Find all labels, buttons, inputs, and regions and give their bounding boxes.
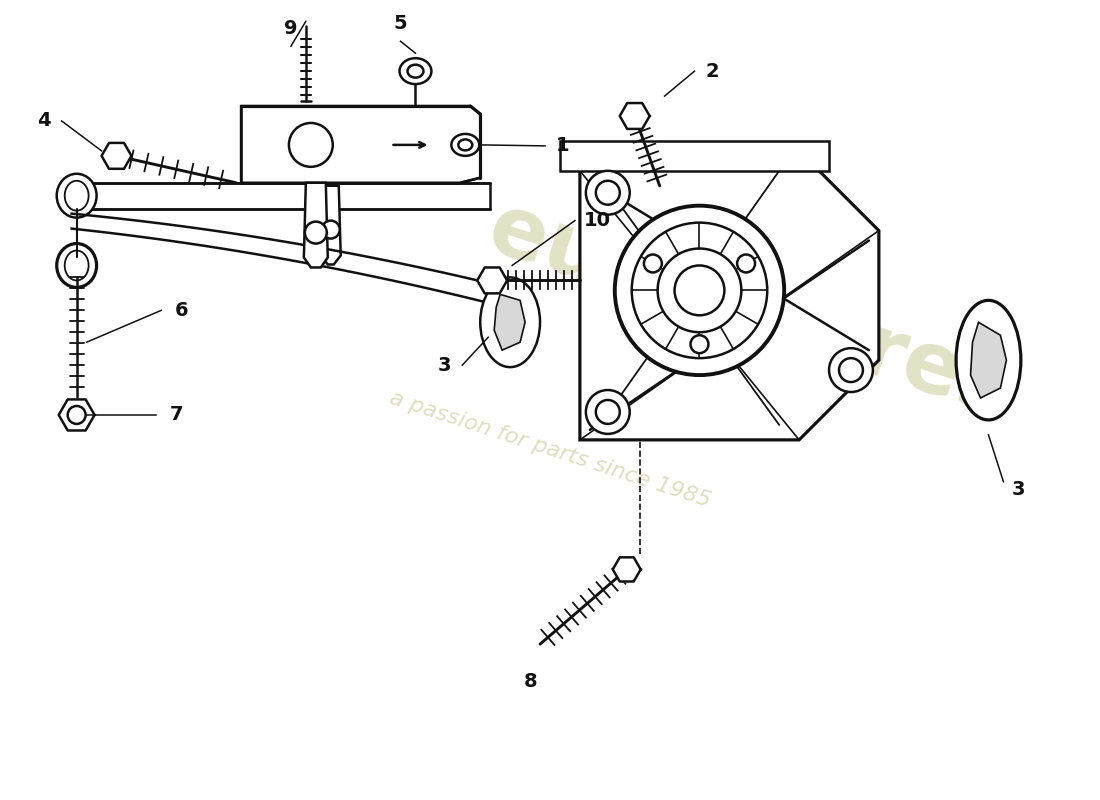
Polygon shape — [494, 294, 525, 350]
Circle shape — [737, 254, 755, 273]
Text: 5: 5 — [394, 14, 407, 33]
Ellipse shape — [451, 134, 480, 156]
Text: 6: 6 — [175, 301, 188, 320]
Circle shape — [644, 254, 662, 273]
Circle shape — [631, 222, 767, 358]
Text: 4: 4 — [37, 111, 51, 130]
Circle shape — [691, 335, 708, 353]
Polygon shape — [580, 151, 879, 440]
Ellipse shape — [399, 58, 431, 84]
Ellipse shape — [57, 174, 97, 218]
Polygon shape — [321, 186, 341, 265]
Circle shape — [289, 123, 333, 167]
Polygon shape — [613, 558, 640, 582]
Ellipse shape — [459, 139, 472, 150]
Circle shape — [322, 221, 340, 238]
Text: 1: 1 — [557, 136, 570, 155]
Polygon shape — [477, 267, 507, 294]
Text: 3: 3 — [1012, 480, 1025, 499]
Circle shape — [839, 358, 862, 382]
Ellipse shape — [407, 65, 424, 78]
Polygon shape — [304, 182, 328, 267]
Polygon shape — [58, 399, 95, 430]
Polygon shape — [87, 182, 491, 209]
Text: 9: 9 — [284, 18, 298, 38]
Ellipse shape — [481, 278, 540, 367]
Ellipse shape — [65, 250, 89, 281]
Circle shape — [305, 222, 327, 243]
Text: a passion for parts since 1985: a passion for parts since 1985 — [387, 388, 713, 511]
Polygon shape — [970, 322, 1007, 398]
Polygon shape — [619, 103, 650, 129]
Text: 8: 8 — [524, 671, 537, 690]
Circle shape — [658, 249, 741, 332]
Ellipse shape — [57, 243, 97, 287]
Circle shape — [615, 206, 784, 375]
Polygon shape — [560, 141, 829, 170]
Circle shape — [586, 170, 629, 214]
Circle shape — [829, 348, 873, 392]
Ellipse shape — [65, 181, 89, 210]
Text: 10: 10 — [583, 211, 610, 230]
Circle shape — [596, 400, 619, 424]
Text: 7: 7 — [169, 406, 183, 425]
Circle shape — [68, 406, 86, 424]
Polygon shape — [101, 143, 132, 169]
Ellipse shape — [956, 300, 1021, 420]
Text: 3: 3 — [438, 356, 451, 374]
Text: 2: 2 — [705, 62, 719, 81]
Polygon shape — [72, 214, 491, 303]
Text: eurospares: eurospares — [477, 186, 1021, 434]
Polygon shape — [241, 106, 481, 182]
Circle shape — [674, 266, 725, 315]
Circle shape — [596, 181, 619, 205]
Circle shape — [586, 390, 629, 434]
